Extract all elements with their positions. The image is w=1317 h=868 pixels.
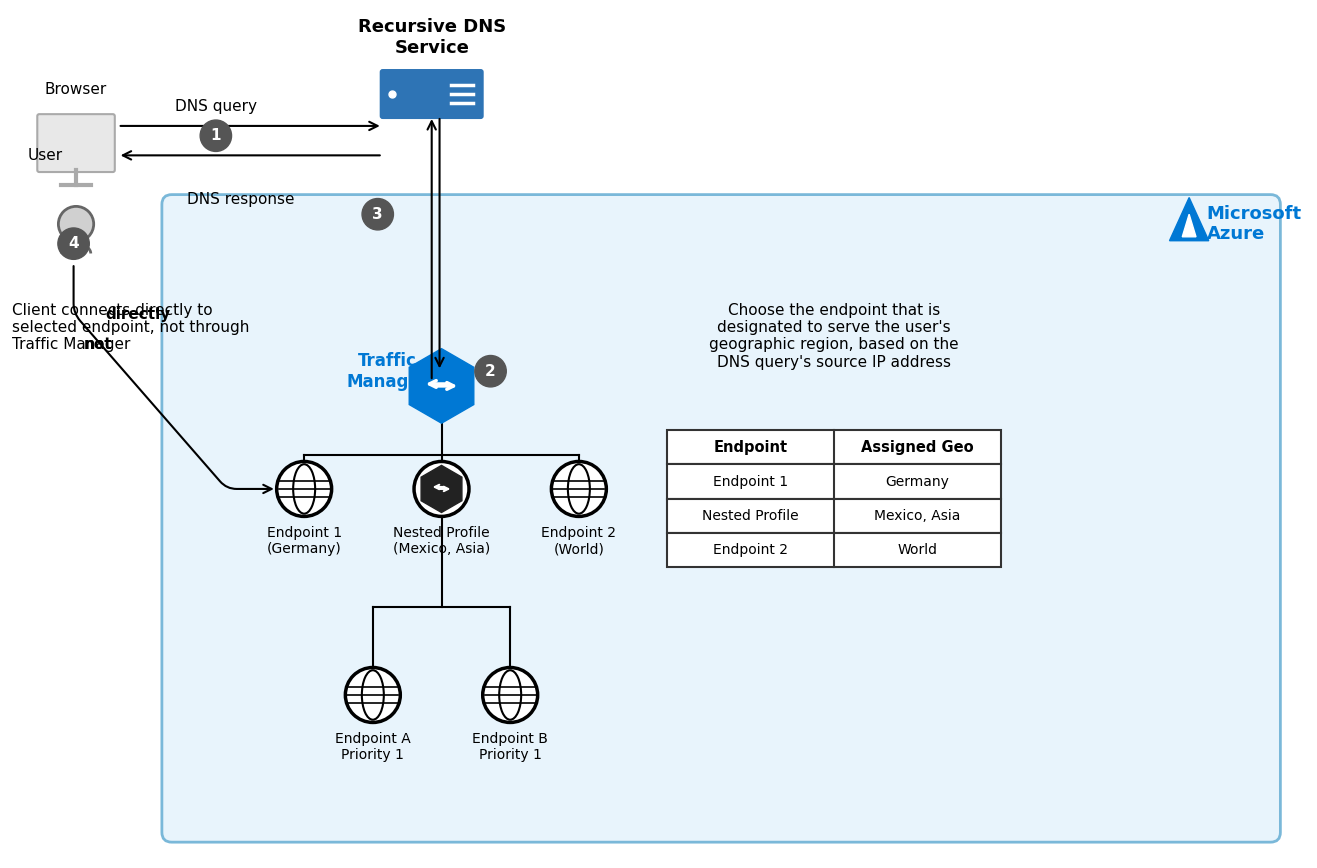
Circle shape	[277, 462, 332, 516]
Text: Endpoint 2: Endpoint 2	[712, 543, 788, 557]
Text: Endpoint B
Priority 1: Endpoint B Priority 1	[473, 733, 548, 762]
Text: DNS response: DNS response	[187, 192, 294, 207]
FancyBboxPatch shape	[162, 194, 1280, 842]
Circle shape	[58, 228, 90, 260]
Polygon shape	[1183, 214, 1196, 237]
Text: World: World	[897, 543, 938, 557]
Polygon shape	[410, 349, 474, 424]
Circle shape	[552, 462, 606, 516]
Text: 1: 1	[211, 128, 221, 143]
Text: Nested Profile: Nested Profile	[702, 509, 799, 523]
Circle shape	[483, 667, 537, 722]
Text: 3: 3	[373, 207, 383, 221]
Circle shape	[200, 120, 232, 151]
Text: Assigned Geo: Assigned Geo	[861, 440, 973, 455]
Polygon shape	[421, 465, 462, 512]
Text: Client connects directly to
selected endpoint, not through
Traffic Manager: Client connects directly to selected end…	[12, 303, 249, 352]
FancyBboxPatch shape	[37, 115, 115, 172]
Circle shape	[58, 207, 94, 241]
Text: Endpoint 1
(Germany): Endpoint 1 (Germany)	[266, 526, 341, 556]
Circle shape	[414, 462, 469, 516]
FancyBboxPatch shape	[668, 430, 1001, 464]
Circle shape	[345, 667, 400, 722]
FancyBboxPatch shape	[379, 69, 483, 119]
Text: Endpoint 2
(World): Endpoint 2 (World)	[541, 526, 616, 556]
Text: Mexico, Asia: Mexico, Asia	[874, 509, 960, 523]
Text: Traffic
Manager: Traffic Manager	[346, 352, 428, 391]
Text: Browser: Browser	[45, 82, 107, 97]
Circle shape	[475, 356, 506, 387]
Text: Microsoft
Azure: Microsoft Azure	[1206, 205, 1303, 243]
Text: 2: 2	[485, 364, 497, 378]
Text: Choose the endpoint that is
designated to serve the user's
geographic region, ba: Choose the endpoint that is designated t…	[709, 303, 959, 370]
FancyBboxPatch shape	[668, 499, 1001, 533]
Text: Endpoint: Endpoint	[714, 440, 788, 455]
Circle shape	[362, 199, 394, 230]
Text: Nested Profile
(Mexico, Asia): Nested Profile (Mexico, Asia)	[392, 526, 490, 556]
Text: DNS query: DNS query	[175, 99, 257, 114]
Text: User: User	[28, 148, 63, 163]
Text: Endpoint 1: Endpoint 1	[712, 475, 788, 489]
Polygon shape	[1169, 198, 1209, 240]
Text: Germany: Germany	[885, 475, 950, 489]
FancyBboxPatch shape	[668, 533, 1001, 568]
Text: directly: directly	[105, 307, 170, 322]
Text: 4: 4	[68, 236, 79, 251]
Text: not: not	[83, 337, 112, 352]
FancyBboxPatch shape	[668, 464, 1001, 499]
Text: Recursive DNS
Service: Recursive DNS Service	[358, 18, 506, 57]
Text: Endpoint A
Priority 1: Endpoint A Priority 1	[335, 733, 411, 762]
